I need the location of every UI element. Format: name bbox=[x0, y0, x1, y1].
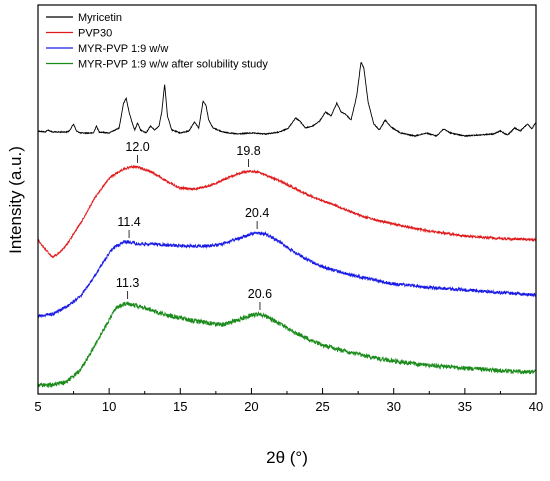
series-line-3 bbox=[38, 230, 536, 319]
peak-label: 11.3 bbox=[116, 276, 139, 290]
legend: Myricetin PVP30 MYR-PVP 1:9 w/w MYR-PVP 1:9… bbox=[46, 12, 268, 71]
series-layer bbox=[38, 61, 536, 389]
peak-label: 20.6 bbox=[248, 287, 272, 301]
peak-label: 11.4 bbox=[117, 215, 140, 229]
series-line-2 bbox=[38, 164, 536, 259]
legend-label: Myricetin bbox=[78, 12, 122, 24]
legend-label: PVP30 bbox=[78, 28, 112, 40]
x-tick-label: 40 bbox=[529, 399, 543, 414]
series-line-1 bbox=[38, 61, 536, 138]
y-axis-title: Intensity (a.u.) bbox=[6, 146, 25, 254]
peak-label: 12.0 bbox=[125, 140, 149, 154]
legend-label: MYR-PVP 1:9 w/w after solubility study bbox=[78, 59, 268, 71]
x-tick-label: 35 bbox=[458, 399, 472, 414]
x-tick-label: 10 bbox=[102, 399, 116, 414]
x-axis: 5 10 15 20 25 30 35 40 bbox=[34, 388, 543, 414]
x-tick-label: 5 bbox=[34, 399, 41, 414]
peak-label: 20.4 bbox=[245, 206, 269, 220]
peak-label: 19.8 bbox=[236, 144, 260, 158]
x-tick-label: 15 bbox=[173, 399, 187, 414]
x-tick-label: 20 bbox=[244, 399, 258, 414]
x-tick-label: 30 bbox=[386, 399, 400, 414]
peak-annotations: 12.0 19.8 11.4 20.4 11.3 20.6 bbox=[116, 140, 272, 310]
series-line-4 bbox=[38, 301, 536, 389]
x-axis-title: 2θ (°) bbox=[266, 448, 308, 467]
legend-label: MYR-PVP 1:9 w/w bbox=[78, 43, 168, 55]
x-tick-label: 25 bbox=[315, 399, 329, 414]
